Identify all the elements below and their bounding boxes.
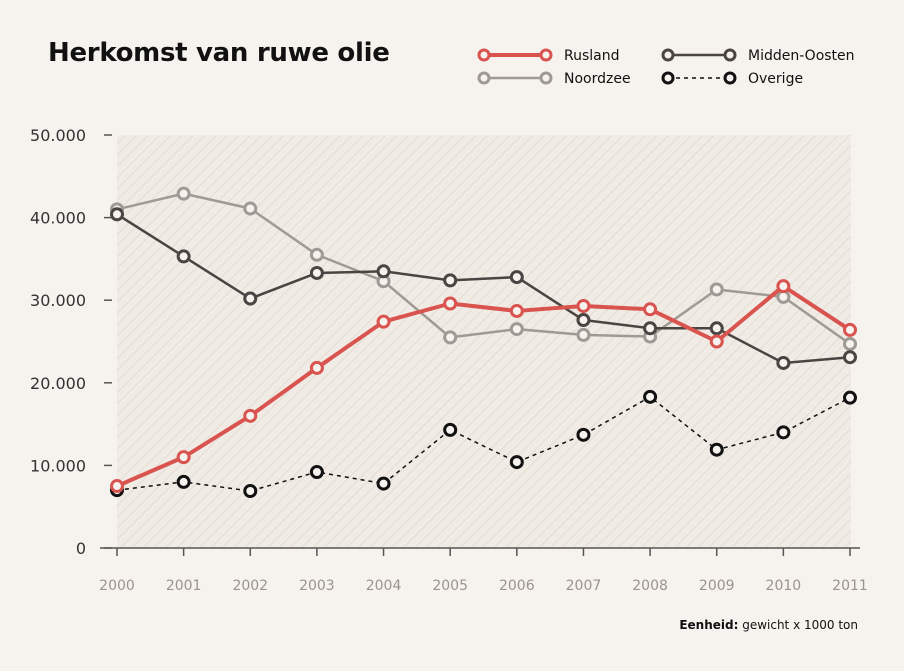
data-point	[376, 314, 391, 329]
legend-marker	[723, 48, 737, 62]
x-tick-label: 2004	[366, 578, 402, 594]
data-point	[443, 422, 458, 437]
legend-item-rusland: Rusland	[477, 48, 620, 64]
x-tick-label: 2005	[432, 578, 468, 594]
legend-label: Midden-Oosten	[748, 48, 855, 64]
legend-label: Rusland	[564, 48, 620, 64]
legend-marker	[723, 71, 737, 85]
data-point	[843, 350, 857, 365]
x-tick-label: 2006	[499, 578, 535, 594]
data-point	[576, 313, 591, 328]
legend-marker	[539, 71, 553, 85]
data-point	[709, 282, 724, 297]
data-point	[443, 330, 458, 345]
x-tick-label: 2001	[166, 578, 202, 594]
data-point	[776, 425, 791, 440]
chart-title: Herkomst van ruwe olie	[48, 38, 390, 68]
legend-marker	[661, 48, 675, 62]
x-tick-label: 2011	[832, 578, 868, 594]
legend-marker	[661, 71, 675, 85]
series-layer	[110, 186, 857, 499]
unit-note: Eenheid: gewicht x 1000 ton	[679, 618, 858, 632]
x-tick-label: 2008	[632, 578, 668, 594]
data-point	[776, 355, 791, 370]
data-point	[776, 279, 791, 294]
data-point	[243, 484, 258, 499]
data-point	[176, 186, 191, 201]
data-point	[643, 321, 658, 336]
x-tick-label: 2003	[299, 578, 335, 594]
x-tick-label: 2002	[232, 578, 268, 594]
legend-item-midden-oosten: Midden-Oosten	[661, 48, 855, 64]
x-tick-label: 2000	[99, 578, 135, 594]
data-point	[643, 302, 658, 317]
legend-label: Overige	[748, 71, 803, 87]
data-point	[309, 360, 324, 375]
data-point	[309, 265, 324, 280]
data-point	[176, 249, 191, 264]
data-point	[709, 334, 724, 349]
legend-item-overige: Overige	[661, 71, 803, 87]
series-rusland	[110, 279, 857, 494]
unit-label: Eenheid:	[679, 618, 739, 632]
legend-marker	[477, 71, 491, 85]
legend-marker	[539, 48, 553, 62]
x-tick-label: 2009	[699, 578, 735, 594]
data-point	[309, 465, 324, 480]
series-line	[116, 396, 851, 492]
y-tick-label: 0	[76, 539, 86, 558]
data-point	[376, 264, 391, 279]
data-point	[443, 296, 458, 311]
data-point	[509, 303, 524, 318]
y-tick-label: 30.000	[30, 291, 86, 310]
legend: Rusland Noordzee Midden-Oosten Overige	[477, 48, 855, 87]
data-point	[709, 321, 724, 336]
data-point	[243, 291, 258, 306]
data-point	[709, 442, 724, 457]
y-tick-label: 50.000	[30, 126, 86, 145]
series-overige	[110, 389, 857, 499]
data-point	[576, 327, 591, 342]
series-line	[116, 284, 852, 488]
y-tick-label: 10.000	[30, 456, 86, 475]
y-tick-label: 40.000	[30, 209, 86, 228]
legend-item-noordzee: Noordzee	[477, 71, 631, 87]
data-point	[176, 474, 191, 489]
x-tick-label: 2007	[566, 578, 602, 594]
x-axis: 2000 2001 2002 2003 2004 2005 2006 2007 2008 2009…	[99, 547, 868, 594]
data-point	[376, 476, 391, 491]
data-point	[643, 389, 658, 404]
series-line	[116, 192, 851, 345]
data-point	[843, 390, 857, 405]
data-point	[509, 455, 524, 470]
x-tick-label: 2010	[766, 578, 802, 594]
y-tick-label: 20.000	[30, 374, 86, 393]
data-point	[176, 450, 191, 465]
unit-text: gewicht x 1000 ton	[742, 618, 858, 632]
data-point	[509, 270, 524, 285]
data-point	[243, 201, 258, 216]
data-point	[843, 336, 857, 351]
data-point	[110, 207, 124, 222]
data-point	[843, 322, 857, 337]
data-point	[576, 427, 591, 442]
data-point	[110, 479, 124, 494]
data-point	[576, 298, 591, 313]
data-point	[443, 273, 458, 288]
data-point	[509, 322, 524, 337]
data-point	[309, 247, 324, 262]
data-point	[243, 408, 258, 423]
y-axis: 0 10.000 20.000 30.000 40.000 50.000	[30, 126, 112, 558]
legend-label: Noordzee	[564, 71, 631, 87]
plot-background	[117, 135, 851, 548]
legend-marker	[477, 48, 491, 62]
